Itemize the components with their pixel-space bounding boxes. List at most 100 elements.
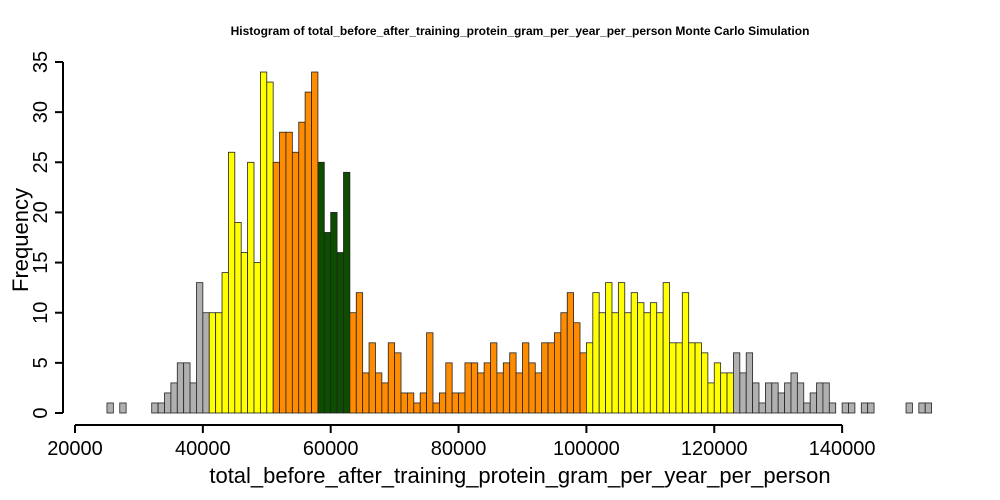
- histogram-bar: [515, 372, 523, 414]
- histogram-bar: [400, 392, 408, 414]
- histogram-bar: [196, 282, 204, 414]
- histogram-bar: [624, 312, 632, 414]
- x-tick-label: 40000: [175, 438, 231, 460]
- histogram-bar: [720, 372, 728, 414]
- histogram-bar: [311, 71, 319, 414]
- histogram-bar: [918, 402, 926, 414]
- histogram-bar: [221, 272, 229, 414]
- histogram-bar: [215, 312, 223, 414]
- histogram-bar: [688, 342, 696, 414]
- histogram-bar: [387, 342, 396, 414]
- histogram-bar: [458, 392, 466, 414]
- histogram-bar: [554, 332, 562, 414]
- histogram-bar: [560, 312, 568, 414]
- histogram-bar: [726, 372, 734, 414]
- histogram-bar: [579, 352, 587, 414]
- histogram-bar: [298, 121, 306, 414]
- histogram-bar: [643, 312, 651, 414]
- histogram-bar: [432, 402, 440, 414]
- x-axis-label: total_before_after_training_protein_gram…: [209, 463, 830, 488]
- histogram-bar: [765, 382, 773, 414]
- histogram-bar: [828, 402, 837, 414]
- histogram-bar: [419, 392, 427, 414]
- histogram-bar: [528, 362, 536, 414]
- histogram-bar: [106, 402, 114, 414]
- histogram-bar: [470, 362, 479, 414]
- histogram-bar: [662, 282, 670, 414]
- histogram-bar: [611, 312, 619, 414]
- histogram-bar: [547, 342, 555, 414]
- histogram-bar: [189, 382, 197, 414]
- y-tick-label: 5: [30, 357, 52, 368]
- histogram-bar: [809, 392, 817, 414]
- histogram-bar: [777, 392, 785, 414]
- histogram-bar: [752, 382, 760, 414]
- histogram-bar: [924, 402, 933, 414]
- x-tick-label: 20000: [47, 438, 103, 460]
- histogram-bar: [739, 372, 747, 414]
- x-tick-label: 120000: [681, 438, 748, 460]
- histogram-bar: [170, 382, 178, 414]
- histogram-bar: [464, 362, 472, 414]
- histogram-bar: [796, 382, 805, 414]
- y-tick-label: 30: [30, 101, 52, 123]
- histogram-bar: [681, 292, 690, 414]
- histogram-bar: [803, 402, 811, 414]
- histogram-bar: [637, 302, 645, 414]
- histogram-bar: [771, 382, 779, 414]
- x-tick-label: 60000: [303, 438, 359, 460]
- histogram-bar: [784, 382, 792, 414]
- histogram-bar: [285, 131, 293, 414]
- histogram-bar: [336, 252, 344, 414]
- histogram-bar: [522, 342, 530, 414]
- histogram-bar: [247, 161, 255, 414]
- y-tick-label: 10: [30, 302, 52, 324]
- histogram-bar: [841, 402, 849, 414]
- histogram-bar: [701, 352, 709, 414]
- histogram-bar: [860, 402, 869, 414]
- histogram-bar: [675, 342, 683, 414]
- histogram-bar: [598, 312, 606, 414]
- histogram-bar: [566, 292, 575, 414]
- x-axis: 20000 40000 60000 80000 100000 120000 140000: [47, 424, 876, 460]
- histogram-bar: [330, 212, 338, 414]
- x-tick-label: 140000: [809, 438, 876, 460]
- histogram-bar: [323, 232, 332, 414]
- histogram-bar: [362, 372, 370, 414]
- histogram-bar: [317, 161, 325, 414]
- histogram-bar: [758, 402, 766, 414]
- histogram-bar: [848, 402, 856, 414]
- histogram-bar: [822, 382, 830, 414]
- histogram-bar: [617, 282, 626, 414]
- histogram-bar: [228, 151, 236, 414]
- histogram-bar: [445, 362, 453, 414]
- x-tick-label: 100000: [553, 438, 620, 460]
- histogram-bar: [259, 71, 268, 414]
- histogram-bar: [253, 262, 261, 414]
- histogram-bar: [483, 362, 491, 414]
- histogram-bar: [394, 352, 402, 414]
- y-axis-label: Frequency: [8, 188, 33, 292]
- histogram-bar: [867, 402, 875, 414]
- histogram-bar: [490, 342, 498, 414]
- histogram-bar: [343, 171, 351, 414]
- histogram-bar: [496, 372, 504, 414]
- histogram-bar: [573, 322, 581, 414]
- histogram-bars: [106, 71, 933, 414]
- histogram-bar: [713, 362, 722, 414]
- histogram-bar: [183, 362, 191, 414]
- histogram-bar: [151, 402, 159, 414]
- histogram-bar: [534, 372, 543, 414]
- histogram-bar: [649, 302, 658, 414]
- histogram-bar: [745, 352, 754, 414]
- histogram-bar: [656, 312, 664, 414]
- y-tick-label: 35: [30, 51, 52, 73]
- y-tick-label: 15: [30, 251, 52, 273]
- y-tick-label: 25: [30, 151, 52, 173]
- histogram-bar: [426, 332, 434, 414]
- histogram-bar: [176, 362, 185, 414]
- x-tick-label: 80000: [431, 438, 487, 460]
- histogram-bar: [451, 392, 459, 414]
- histogram-bar: [438, 392, 447, 414]
